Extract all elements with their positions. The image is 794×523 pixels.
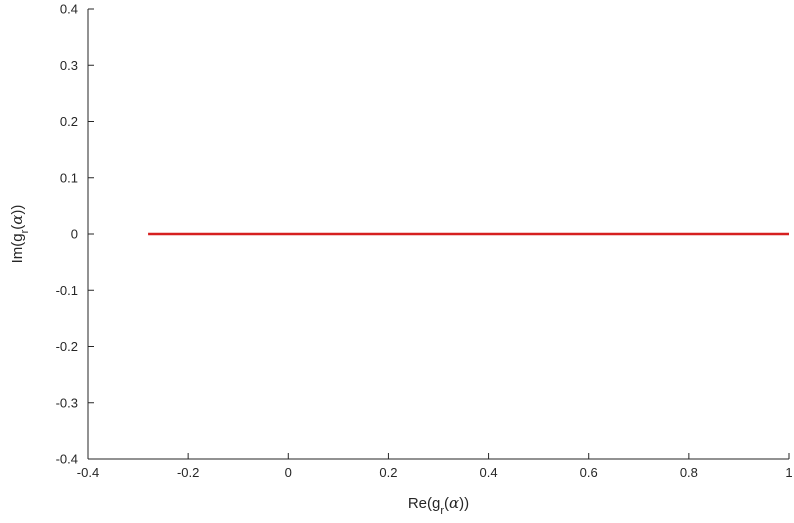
y-tick-label: -0.3	[56, 395, 78, 410]
x-tick-label: 0.6	[580, 465, 598, 480]
x-axis-label-alpha: α	[449, 494, 459, 512]
y-axis-label-suffix: ))	[9, 205, 26, 215]
y-tick-label: -0.1	[56, 283, 78, 298]
y-tick-label: 0.4	[60, 2, 78, 17]
x-axis-label-prefix: Re(g	[408, 495, 441, 512]
y-tick-label: 0.2	[60, 114, 78, 129]
y-axis-label: Im(gr(α))	[8, 205, 31, 264]
y-tick-label: 0	[71, 227, 78, 242]
x-tick-label: 1	[785, 465, 792, 480]
y-axis-label-prefix: Im(g	[9, 233, 26, 263]
y-tick-label: 0.1	[60, 170, 78, 185]
x-tick-label: -0.4	[77, 465, 99, 480]
y-tick-label: -0.2	[56, 339, 78, 354]
y-tick-label: 0.3	[60, 58, 78, 73]
x-axis-label: Re(gr(α))	[408, 494, 469, 517]
y-axis-label-alpha: α	[8, 215, 26, 225]
x-axis-label-suffix: ))	[459, 495, 469, 512]
y-tick-label: -0.4	[56, 452, 78, 467]
x-tick-label: 0.2	[379, 465, 397, 480]
x-tick-label: 0.8	[680, 465, 698, 480]
ticks: -0.4 -0.2 0 0.2 0.4 0.6 0.8 1 -0.4 -0.3 -0.2 -0.1 0 0…	[56, 2, 793, 481]
x-tick-label: -0.2	[177, 465, 199, 480]
x-tick-label: 0	[285, 465, 292, 480]
x-tick-label: 0.4	[480, 465, 498, 480]
